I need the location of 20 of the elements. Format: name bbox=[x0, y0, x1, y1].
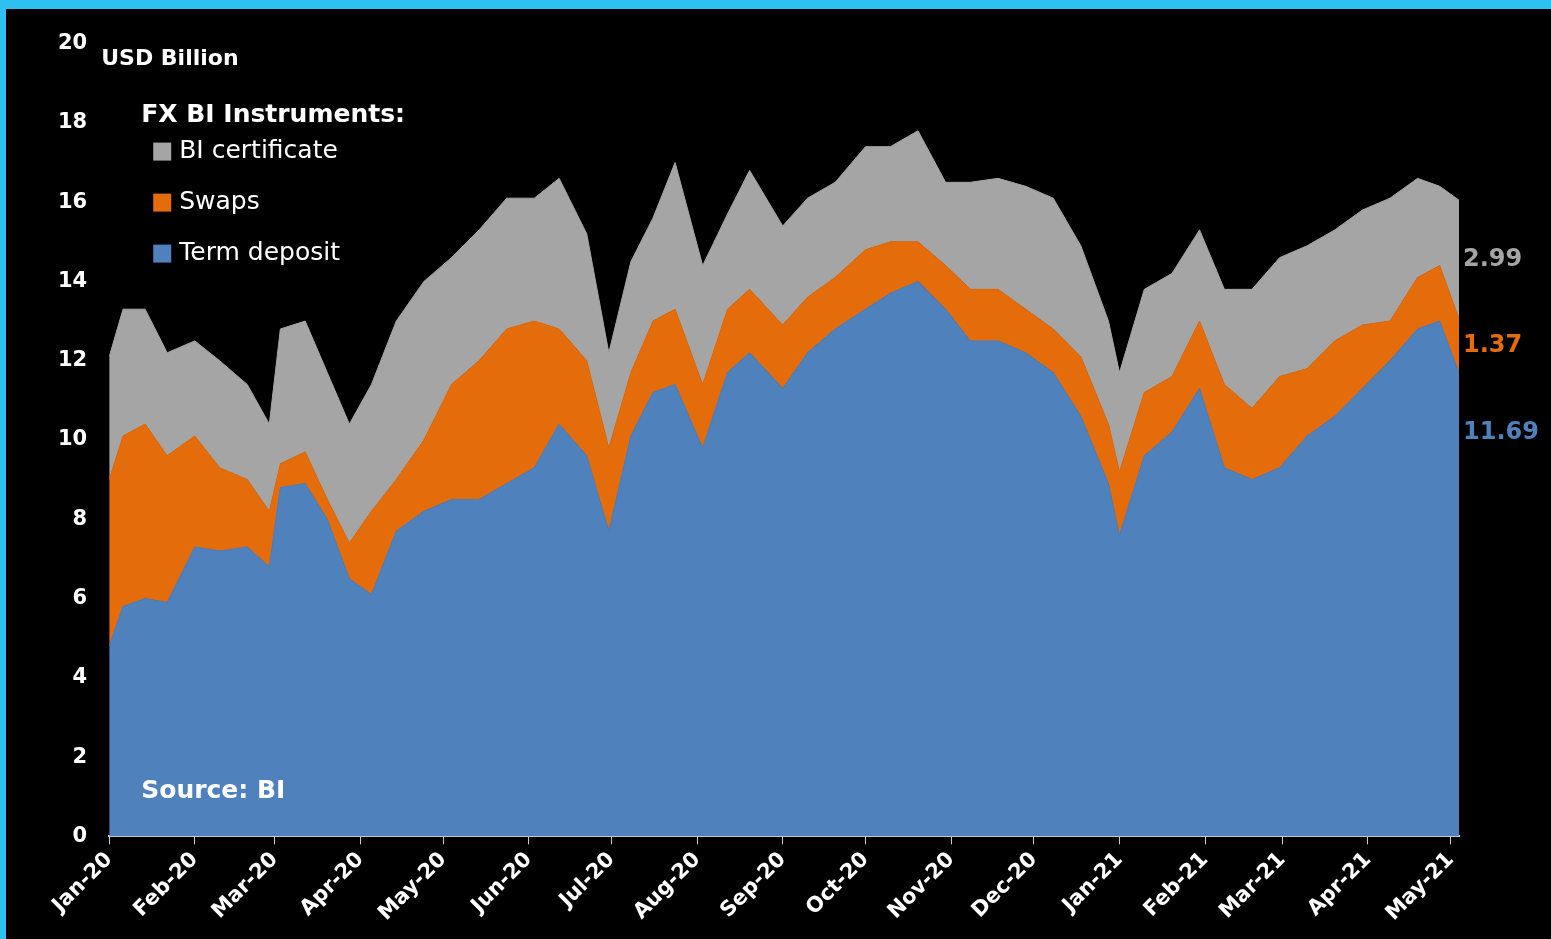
y-axis-title: USD Billion bbox=[101, 45, 239, 71]
data-label: 1.37 bbox=[1463, 330, 1523, 359]
y-tick-label: 10 bbox=[57, 426, 88, 451]
legend-label: Swaps bbox=[179, 186, 260, 216]
y-tick-label: 2 bbox=[72, 743, 88, 768]
data-label: 2.99 bbox=[1463, 243, 1523, 272]
y-tick-label: 14 bbox=[57, 267, 88, 292]
annotation: Source: BI bbox=[141, 774, 286, 804]
y-tick-label: 12 bbox=[57, 347, 88, 372]
y-tick-label: 4 bbox=[72, 664, 88, 689]
y-tick-label: 16 bbox=[57, 188, 88, 213]
y-tick-label: 20 bbox=[57, 30, 88, 55]
y-tick-label: 8 bbox=[72, 505, 88, 530]
y-tick-label: 18 bbox=[57, 109, 88, 134]
legend-title: FX BI Instruments: bbox=[141, 99, 406, 129]
legend-label: Term deposit bbox=[178, 237, 341, 267]
y-tick-label: 0 bbox=[72, 822, 88, 847]
data-label: 11.69 bbox=[1463, 416, 1539, 445]
legend-label: BI certificate bbox=[179, 135, 338, 165]
y-tick-label: 6 bbox=[72, 584, 88, 609]
